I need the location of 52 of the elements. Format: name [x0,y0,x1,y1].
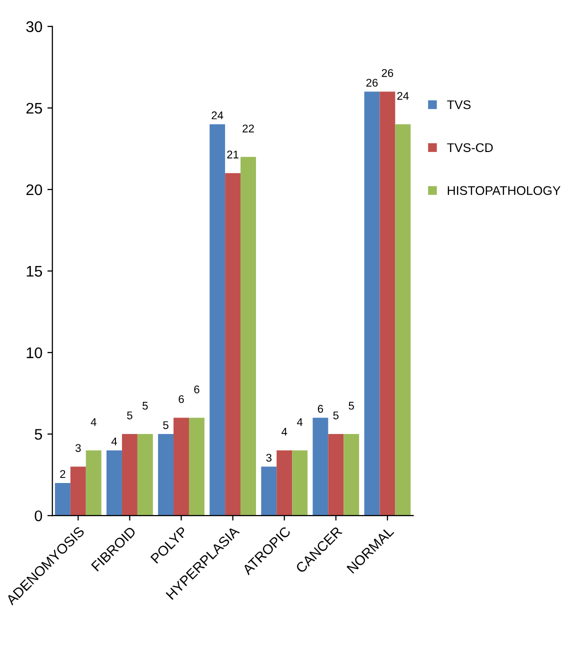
y-tick-label: 5 [34,429,42,440]
data-label: 4 [90,418,96,426]
bar [395,124,411,516]
y-tick-label: 25 [26,102,42,114]
data-label: 3 [266,454,272,462]
bar [312,418,328,516]
data-label: 5 [142,402,148,410]
data-label: 6 [318,404,324,413]
data-label: 24 [397,92,409,100]
bar [225,173,241,516]
y-tick-label: 10 [26,347,42,358]
y-tick-label: 20 [26,184,42,196]
data-label: 6 [194,385,200,394]
bar [188,418,204,516]
data-label: 3 [75,444,81,452]
data-label: 22 [242,124,254,132]
bar [328,434,344,516]
y-tick-label: 30 [26,21,42,32]
bar [122,434,138,516]
data-label: 5 [333,412,339,420]
bar [54,482,70,516]
bar [158,434,174,516]
bar [344,434,360,516]
bar [70,466,86,516]
bar [106,450,122,516]
data-label: 6 [178,395,184,404]
data-label: 26 [382,69,394,77]
data-label: 21 [227,150,238,158]
data-label: 4 [296,418,303,426]
bar [292,450,308,516]
data-label: 2 [60,470,66,478]
bar [380,92,396,516]
data-label: 4 [282,428,288,436]
legend-label: HISTOPATHOLOGY [448,186,560,195]
bar [364,92,380,516]
bar [261,466,277,516]
bar [174,418,189,516]
data-label: 5 [127,412,132,420]
data-label: 5 [163,421,168,430]
bar [240,156,256,516]
legend-label: TVS [447,100,471,110]
y-tick-label: 15 [26,266,42,277]
bar [210,124,226,516]
data-label: 26 [366,78,378,87]
data-label: 4 [111,438,118,446]
bar [86,450,102,516]
data-label: 5 [348,402,354,410]
data-label: 24 [212,111,224,120]
bar [276,450,292,516]
y-tick-label: 0 [34,510,42,522]
bar [137,434,153,516]
legend-label: TVS-CD [447,143,493,152]
